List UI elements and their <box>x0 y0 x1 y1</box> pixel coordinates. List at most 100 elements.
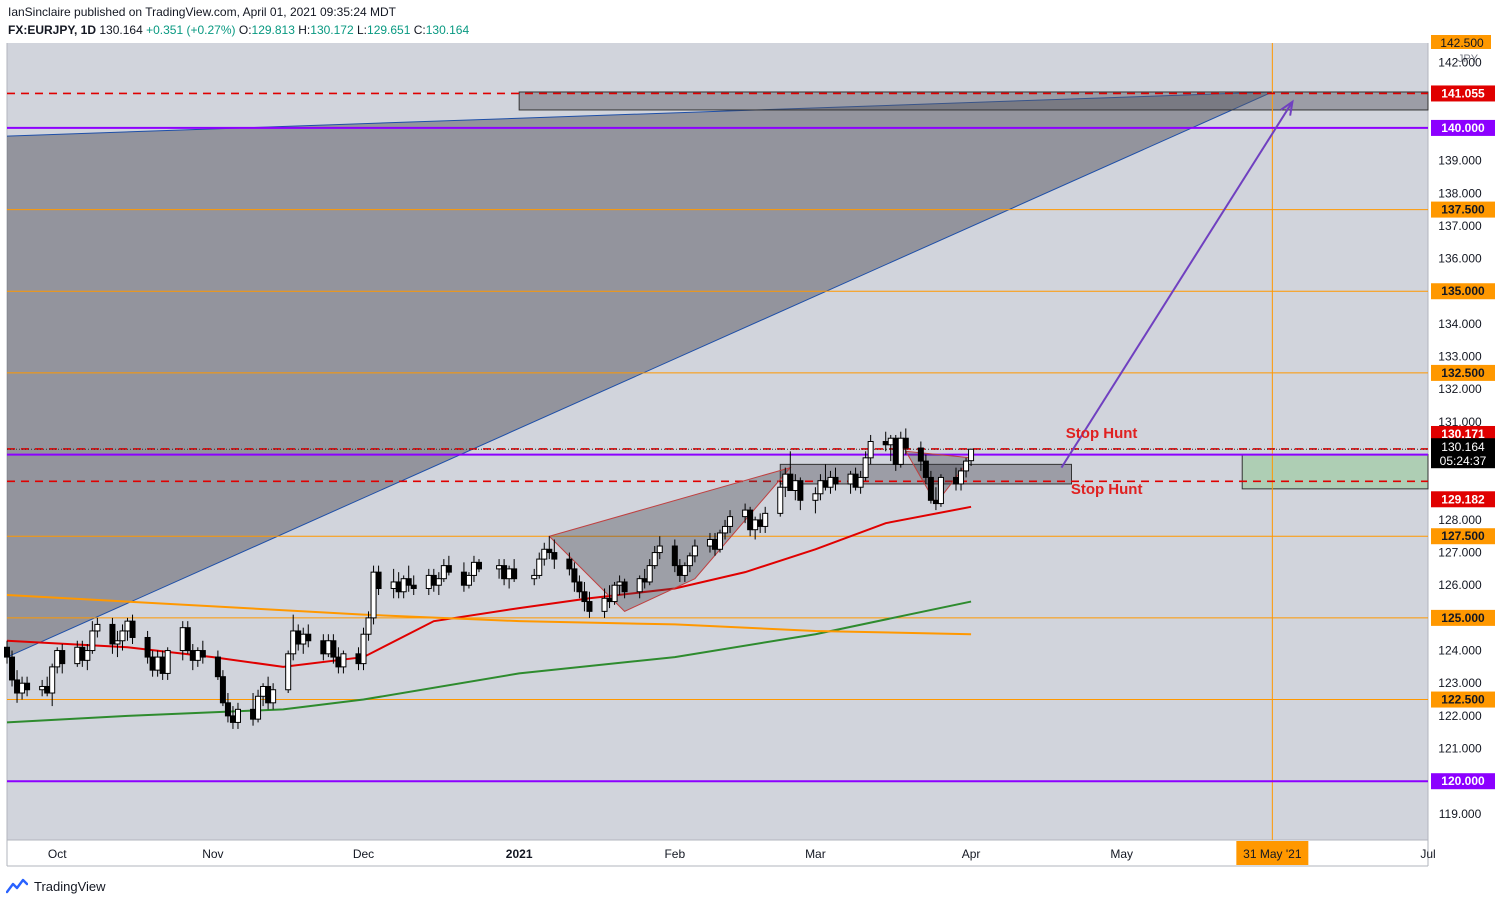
zone-box <box>518 91 1429 111</box>
price-tick-label: 127.000 <box>1438 546 1482 560</box>
candle-body <box>189 650 196 661</box>
candle-body <box>360 633 367 665</box>
candle-body <box>681 565 688 576</box>
candle-body <box>330 640 337 658</box>
candle-body <box>932 499 939 505</box>
candle-body <box>651 552 658 567</box>
candle-body <box>370 571 377 619</box>
candle-body <box>571 568 578 583</box>
candle-body <box>867 441 874 459</box>
candle-body <box>119 630 126 642</box>
candle-body <box>435 578 442 586</box>
wedge-lower-trendline <box>6 91 1273 658</box>
price-tick-label: 128.000 <box>1438 513 1482 527</box>
candle-body <box>927 476 934 501</box>
candle-body <box>812 493 819 501</box>
candle-body <box>852 473 859 488</box>
footer: TradingView <box>6 878 106 894</box>
candle-body <box>44 685 51 694</box>
stop-hunt-label: Stop Hunt <box>1071 481 1143 498</box>
candle-body <box>621 581 628 593</box>
candle-body <box>671 545 678 567</box>
candle-body <box>270 689 277 704</box>
close-value: 130.164 <box>425 23 470 37</box>
candle-body <box>89 630 96 652</box>
candle-body <box>405 578 412 586</box>
date-marker-label: 31 May '21 <box>1243 847 1302 861</box>
candle-body <box>752 519 759 531</box>
candle-body <box>551 552 558 560</box>
candle-body <box>937 476 944 505</box>
level-label-box <box>1431 609 1495 626</box>
candle-body <box>797 480 804 501</box>
candle-body <box>717 532 724 550</box>
candle-body <box>124 620 131 632</box>
level-label-box <box>1431 119 1495 136</box>
level-label: 127.500 <box>1441 529 1485 543</box>
candle-body <box>300 633 307 645</box>
publisher-text: IanSinclaire published on TradingView.co… <box>8 5 397 19</box>
price-tick-label: 131.000 <box>1438 415 1482 429</box>
level-label: 132.500 <box>1441 366 1485 380</box>
candle-body <box>541 548 548 560</box>
candle-body <box>727 516 734 527</box>
candle-body <box>676 565 683 576</box>
candle-body <box>159 656 166 674</box>
candle-body <box>616 581 623 586</box>
stop-hunt-label: Stop Hunt <box>1066 425 1138 442</box>
candle-body <box>224 702 231 717</box>
candle-body <box>827 476 834 488</box>
candle-body <box>892 437 899 465</box>
candle-body <box>440 565 447 580</box>
candle-body <box>144 636 151 658</box>
candle-body <box>250 708 257 720</box>
candle-body <box>722 525 729 534</box>
candle-body <box>4 646 10 658</box>
candle-body <box>581 591 588 603</box>
candle-body <box>14 679 21 694</box>
candle-body <box>897 437 904 465</box>
price-tick-label: 137.000 <box>1438 219 1482 233</box>
candle-body <box>506 568 513 580</box>
candle-body <box>460 571 467 586</box>
candle-body <box>129 620 136 638</box>
candle-body <box>325 640 332 655</box>
candle-body <box>335 656 342 668</box>
level-label: 135.000 <box>1441 284 1485 298</box>
candle-body <box>822 480 829 488</box>
candle-body <box>390 581 397 589</box>
price-tick-label: 142.000 <box>1438 56 1482 70</box>
candle-body <box>963 460 970 472</box>
time-axis-label: Jul <box>1420 847 1435 861</box>
projection-arrow <box>1060 101 1294 469</box>
low-value: 129.651 <box>367 23 411 37</box>
moving-average-line <box>6 594 972 636</box>
candle-body <box>219 676 226 704</box>
candle-body <box>862 457 869 478</box>
candle-body <box>84 650 91 661</box>
candle-body <box>691 545 698 557</box>
last-price-label-box <box>1431 438 1495 469</box>
candle-body <box>285 653 292 691</box>
candle-body <box>792 480 799 491</box>
time-axis-label: Oct <box>48 847 67 861</box>
candle-body <box>762 512 769 527</box>
price-tick-label: 136.000 <box>1438 252 1482 266</box>
candle-body <box>646 565 653 583</box>
candle-body <box>154 656 161 671</box>
candle-body <box>747 509 754 531</box>
plot-background <box>7 43 1428 840</box>
candle-body <box>968 448 975 462</box>
candle-body <box>305 633 312 642</box>
time-axis-label: Dec <box>353 847 374 861</box>
time-axis-label: 2021 <box>506 847 533 861</box>
level-label-box <box>1431 425 1495 442</box>
level-label-box <box>1431 491 1495 508</box>
projection-arrow-head <box>1280 99 1294 116</box>
level-label-box <box>1431 691 1495 708</box>
level-label: 120.000 <box>1441 774 1485 788</box>
candle-body <box>917 447 924 462</box>
candle-body <box>566 558 573 570</box>
footer-brand[interactable]: TradingView <box>34 878 106 894</box>
